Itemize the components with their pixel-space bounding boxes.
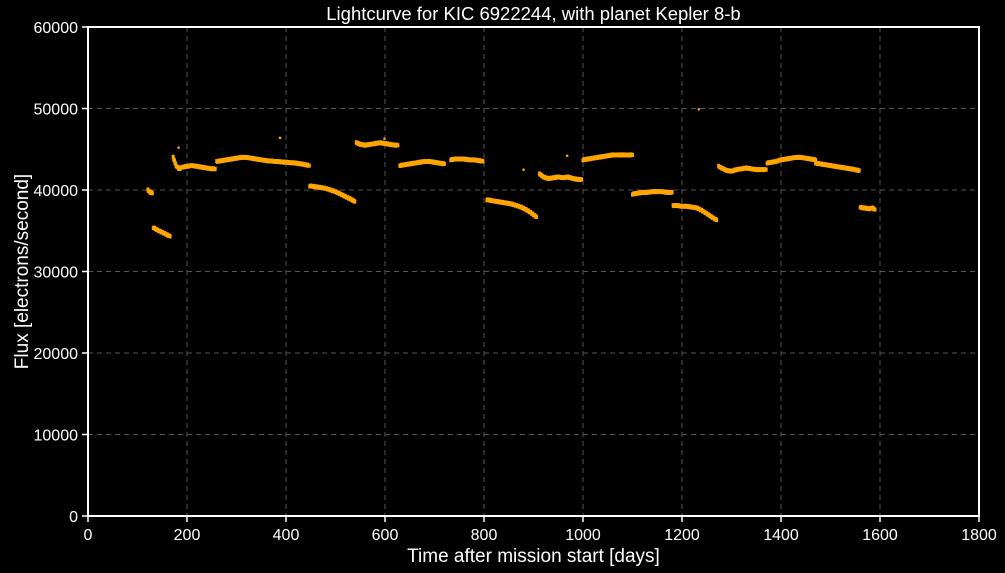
x-tick-label: 1600 [862, 527, 898, 544]
y-tick-label: 10000 [34, 428, 79, 445]
y-tick-label: 50000 [34, 102, 79, 119]
outlier-point [383, 137, 386, 140]
data-point [353, 199, 357, 204]
grid [88, 27, 979, 516]
x-tick-label: 1800 [961, 527, 997, 544]
y-tick-label: 30000 [34, 265, 79, 282]
outlier-point [522, 168, 525, 171]
data-point [168, 234, 172, 239]
data-point [481, 159, 485, 164]
outlier-point [526, 208, 529, 211]
x-tick-label: 600 [372, 527, 399, 544]
data-point [171, 154, 175, 159]
chart-title: Lightcurve for KIC 6922244, with planet … [326, 3, 740, 24]
outlier-point [177, 146, 180, 149]
data-point [442, 161, 446, 166]
y-axis-title: Flux [electrons/second] [12, 174, 33, 369]
data-point [670, 190, 674, 195]
data-point [307, 163, 311, 168]
x-tick-label: 200 [174, 527, 201, 544]
x-tick-label: 800 [471, 527, 498, 544]
x-axis-title: Time after mission start [days] [407, 546, 660, 567]
data-point [814, 157, 818, 162]
data-point [174, 161, 178, 166]
axis-ticks: 0 200 400 600 800 1000 1200 1400 1600 1800 0 10000 2… [34, 20, 997, 544]
x-tick-label: 1400 [763, 527, 799, 544]
outlier-point [697, 108, 701, 111]
y-tick-label: 60000 [34, 20, 79, 37]
y-tick-label: 20000 [34, 346, 79, 363]
data-point [534, 214, 538, 219]
outlier-point [278, 136, 282, 140]
data-point [396, 143, 400, 148]
x-tick-label: 400 [273, 527, 300, 544]
x-tick-label: 0 [84, 527, 93, 544]
x-tick-label: 1000 [565, 527, 601, 544]
y-tick-label: 40000 [34, 183, 79, 200]
data-points [146, 108, 877, 239]
data-point [213, 166, 217, 171]
data-point [150, 191, 154, 196]
data-point [873, 207, 877, 212]
data-point [764, 167, 768, 172]
x-tick-label: 1200 [664, 527, 700, 544]
data-point [857, 168, 861, 173]
y-tick-label: 0 [69, 509, 78, 526]
data-point [715, 218, 719, 223]
data-point [631, 152, 634, 157]
outlier-point [565, 154, 569, 158]
data-point [580, 177, 584, 182]
